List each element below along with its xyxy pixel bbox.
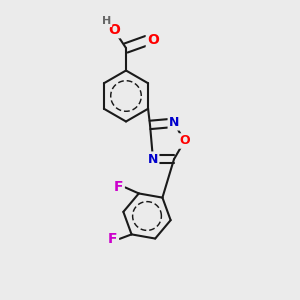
Text: F: F [114,180,123,194]
Text: O: O [108,23,120,37]
Text: F: F [108,232,118,246]
Text: N: N [169,116,179,129]
Text: O: O [179,134,190,148]
Text: O: O [147,34,159,47]
Text: N: N [148,153,158,166]
Text: H: H [102,16,111,26]
